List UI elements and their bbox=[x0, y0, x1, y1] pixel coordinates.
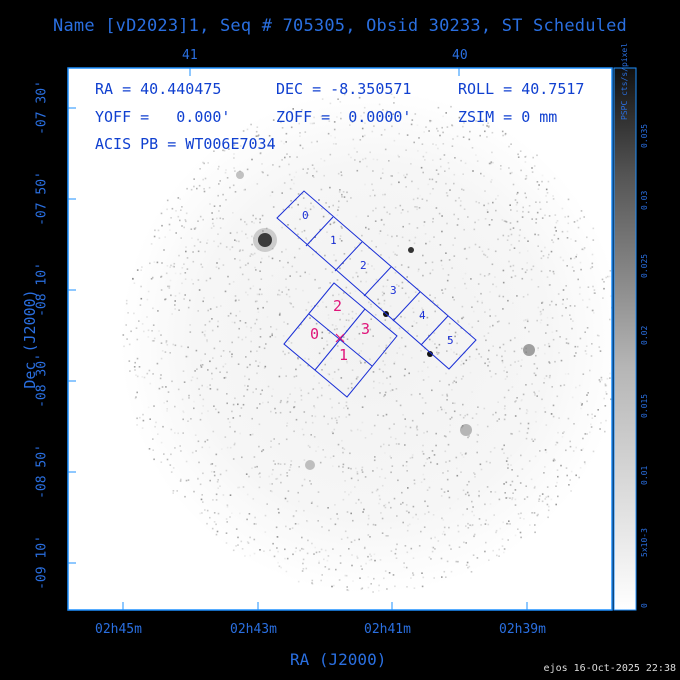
chip-label-s5: 5 bbox=[447, 334, 454, 347]
chip-label-i1: 1 bbox=[339, 346, 349, 364]
xray-source-halo bbox=[253, 228, 277, 252]
zoff-readout: ZOFF = 0.0000' bbox=[276, 108, 412, 126]
colorbar-tick: 0.01 bbox=[640, 465, 649, 485]
plot-frame bbox=[67, 67, 613, 611]
chip-label-i2: 2 bbox=[333, 297, 343, 315]
xray-source bbox=[427, 351, 433, 357]
colorbar-tick: 0.02 bbox=[640, 325, 649, 345]
colorbar-tick: 0.015 bbox=[640, 393, 649, 418]
colorbar-tick: 0.035 bbox=[640, 123, 649, 148]
y-tick-label: -08 30' bbox=[34, 353, 50, 408]
x-tick-label: 02h39m bbox=[499, 622, 546, 637]
acis-i-array bbox=[283, 282, 398, 398]
xray-source bbox=[236, 171, 244, 179]
colorbar-tick: 0.03 bbox=[640, 190, 649, 210]
acis-s-array bbox=[276, 190, 477, 370]
chip-label-s0: 0 bbox=[302, 209, 309, 222]
x-tick-label: 02h41m bbox=[364, 622, 411, 637]
xray-source bbox=[258, 233, 272, 247]
roll-readout: ROLL = 40.7517 bbox=[458, 80, 585, 98]
chip-label-s3: 3 bbox=[390, 284, 397, 297]
top-tick-label: 40 bbox=[452, 48, 468, 63]
x-axis-label: RA (J2000) bbox=[290, 650, 387, 669]
zsim-readout: ZSIM = 0 mm bbox=[458, 108, 558, 126]
chip-label-i3: 3 bbox=[361, 320, 371, 338]
acis-pb-readout: ACIS PB = WT006E7034 bbox=[95, 135, 276, 153]
y-tick-label: -08 10' bbox=[34, 262, 50, 317]
timestamp: ejos 16-Oct-2025 22:38 bbox=[543, 663, 676, 674]
y-tick-label: -08 50' bbox=[34, 444, 50, 499]
y-tick-label: -07 50' bbox=[34, 171, 50, 226]
yoff-readout: YOFF = 0.000' bbox=[95, 108, 231, 126]
colorbar-tick: 5x10-3 bbox=[640, 528, 649, 557]
xray-source bbox=[523, 344, 535, 356]
x-tick-label: 02h43m bbox=[230, 622, 277, 637]
colorbar-tick: 0.025 bbox=[640, 253, 649, 278]
xray-source bbox=[408, 247, 414, 253]
y-tick-label: -07 30' bbox=[34, 80, 50, 135]
chip-label-s2: 2 bbox=[360, 259, 367, 272]
acis-i-outline bbox=[283, 282, 398, 398]
axis-ticks bbox=[68, 68, 528, 610]
colorbar-tick: 0 bbox=[640, 603, 649, 608]
colorbar-frame bbox=[613, 67, 637, 611]
colorbar bbox=[614, 68, 636, 610]
colorbar-label: PSPC cts/s/pixel bbox=[620, 42, 629, 120]
pspc-field bbox=[120, 90, 612, 594]
x-tick-label: 02h45m bbox=[95, 622, 142, 637]
aimpoint-marker bbox=[335, 333, 345, 343]
chip-label-s1: 1 bbox=[330, 234, 337, 247]
y-tick-label: -09 10' bbox=[34, 535, 50, 590]
dec-readout: DEC = -8.350571 bbox=[276, 80, 412, 98]
xray-source bbox=[305, 460, 315, 470]
top-tick-label: 41 bbox=[182, 48, 198, 63]
plot-title: Name [vD2023]1, Seq # 705305, Obsid 3023… bbox=[53, 16, 627, 36]
chip-label-s4: 4 bbox=[419, 309, 426, 322]
acis-s-outline bbox=[276, 190, 477, 370]
ra-readout: RA = 40.440475 bbox=[95, 80, 222, 98]
chip-label-i0: 0 bbox=[310, 325, 320, 343]
xray-source bbox=[460, 424, 472, 436]
